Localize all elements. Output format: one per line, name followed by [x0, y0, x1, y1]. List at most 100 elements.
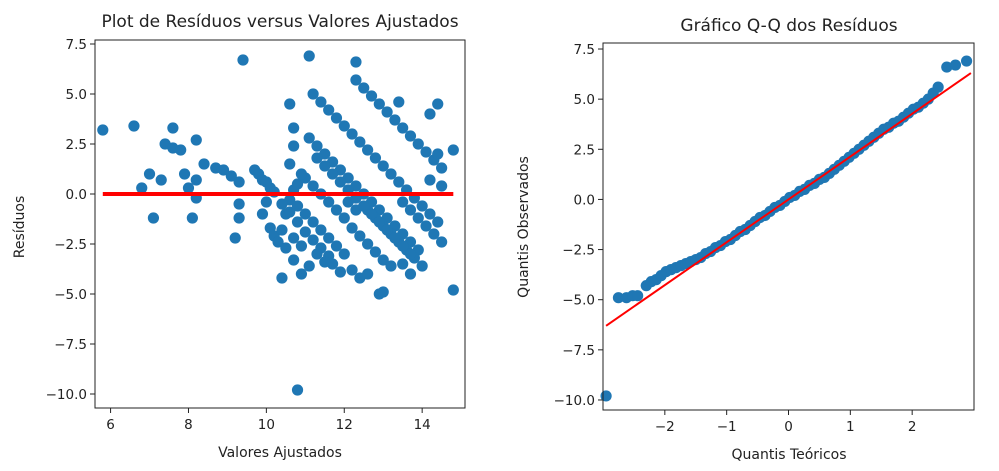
x-tick-label: −1 [717, 419, 737, 435]
data-point [330, 204, 343, 216]
data-point [190, 134, 202, 146]
data-point [932, 81, 944, 93]
data-point [369, 152, 382, 164]
data-point [276, 198, 288, 210]
data-point [276, 224, 288, 236]
data-point [229, 232, 241, 244]
residuals-plot-xlabel: Valores Ajustados [218, 445, 342, 461]
data-point [288, 254, 300, 266]
data-point [354, 136, 366, 148]
data-point [960, 55, 973, 67]
data-point [377, 254, 389, 266]
data-point [233, 198, 245, 210]
data-point [330, 112, 343, 124]
x-tick-label: 1 [846, 419, 855, 435]
data-point [416, 260, 428, 272]
y-tick-label: −2.5 [54, 237, 87, 253]
data-point [632, 290, 644, 302]
data-point [217, 164, 230, 176]
data-point [365, 90, 378, 102]
y-tick-label: 5.0 [66, 87, 87, 103]
data-point [323, 232, 335, 244]
x-tick-label: −2 [655, 419, 675, 435]
data-point [424, 208, 436, 220]
x-tick-label: 6 [106, 417, 115, 433]
data-point [389, 114, 401, 126]
data-point [260, 196, 272, 208]
data-point [338, 120, 350, 132]
data-point [291, 178, 304, 190]
data-point [420, 146, 432, 158]
data-point [295, 268, 308, 280]
data-point [362, 268, 374, 280]
data-point [447, 284, 459, 296]
data-point [237, 54, 249, 66]
data-point [299, 208, 311, 220]
data-point [319, 256, 331, 268]
data-point [377, 286, 389, 298]
data-point [307, 180, 319, 192]
data-point [276, 272, 288, 284]
data-point [369, 246, 382, 258]
qq-plot-title: Gráfico Q-Q dos Resíduos [680, 16, 897, 36]
data-point [233, 176, 245, 188]
data-point [256, 208, 269, 220]
data-point [404, 204, 417, 216]
data-point [315, 96, 327, 108]
y-tick-label: 7.5 [574, 42, 595, 58]
data-point [326, 168, 339, 180]
data-point [303, 132, 315, 144]
qq-plot-ylabel: Quantis Observados [516, 156, 532, 298]
y-tick-label: 5.0 [574, 92, 595, 108]
data-point [307, 88, 319, 100]
y-tick-label: −10.0 [554, 393, 595, 409]
data-point [291, 384, 304, 396]
data-point [381, 224, 393, 236]
data-point [432, 216, 444, 228]
data-point [393, 96, 405, 108]
data-point [334, 266, 346, 278]
data-point [323, 104, 335, 116]
data-point [136, 182, 148, 194]
y-tick-label: −5.0 [562, 293, 595, 309]
data-point [397, 196, 409, 208]
y-tick-label: −2.5 [562, 243, 595, 259]
x-tick-label: 12 [336, 417, 353, 433]
data-point [284, 206, 296, 218]
data-point [436, 236, 448, 248]
y-tick-label: −7.5 [54, 337, 87, 353]
data-point [299, 226, 311, 238]
x-tick-label: 10 [258, 417, 275, 433]
data-point [143, 168, 156, 180]
data-point [311, 248, 323, 260]
residuals-plot-ylabel: Resíduos [12, 196, 28, 259]
data-point [432, 98, 444, 110]
qq-reference-line [605, 72, 972, 327]
qq-plot-xlabel: Quantis Teóricos [731, 447, 846, 463]
data-point [447, 144, 459, 156]
data-point [381, 106, 393, 118]
data-point [311, 152, 323, 164]
data-point [358, 82, 370, 94]
data-point [323, 196, 335, 208]
data-point [175, 144, 187, 156]
y-tick-label: −7.5 [562, 343, 595, 359]
data-point [186, 212, 198, 224]
data-point [362, 238, 374, 250]
data-point [365, 208, 378, 220]
data-point [420, 220, 432, 232]
data-point [338, 212, 350, 224]
data-point [291, 216, 304, 228]
y-tick-label: −10.0 [46, 387, 87, 403]
data-point [424, 174, 436, 186]
data-point [412, 212, 424, 224]
data-point [385, 260, 397, 272]
residuals-plot-title: Plot de Resíduos versus Valores Ajustado… [101, 12, 458, 32]
data-point [155, 174, 167, 186]
qq-plot: Gráfico Q-Q dos Resíduos Quantis Teórico… [516, 16, 975, 463]
data-point [303, 50, 315, 62]
data-point [397, 258, 409, 270]
data-point [190, 174, 202, 186]
data-point [346, 128, 358, 140]
